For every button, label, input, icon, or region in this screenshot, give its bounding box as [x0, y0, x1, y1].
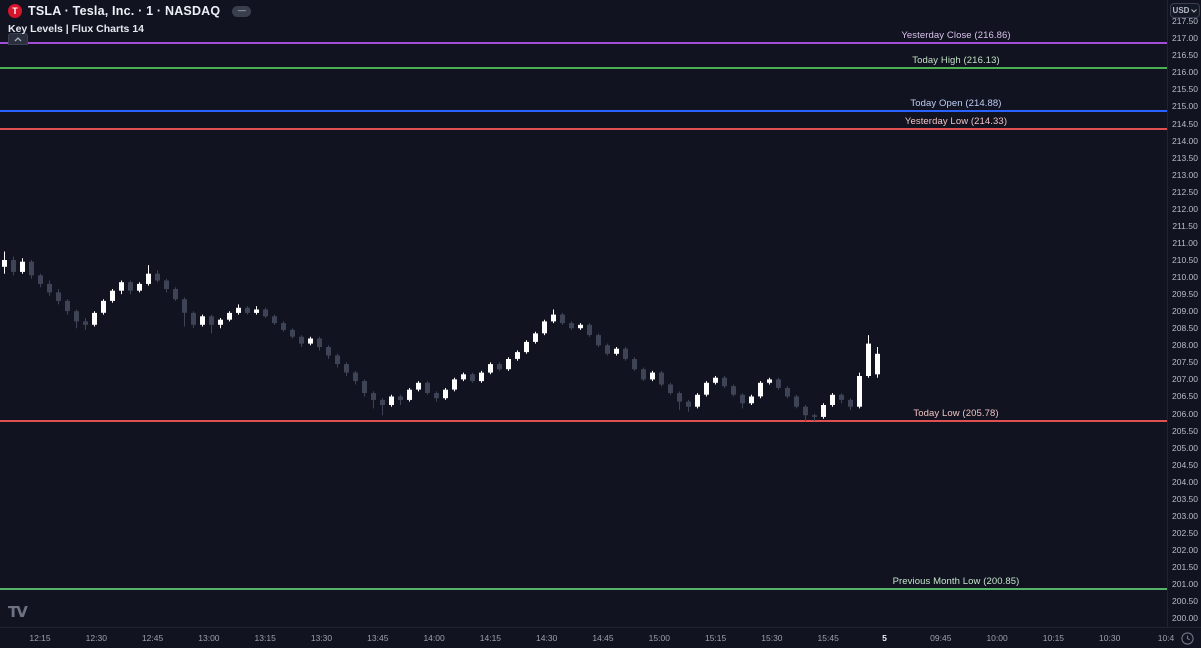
level-line-previous-month-low[interactable]: [0, 588, 1167, 591]
price-tick: 210.50: [1172, 255, 1198, 265]
price-tick: 204.00: [1172, 476, 1198, 487]
price-tick: 207.50: [1172, 357, 1198, 368]
price-tick: 203.00: [1172, 510, 1198, 521]
price-tick: 208.00: [1172, 340, 1198, 351]
time-tick: 14:15: [479, 633, 502, 643]
price-tick: 212.00: [1172, 203, 1198, 214]
session-clock-button[interactable]: [1180, 631, 1195, 646]
price-tick: 211.00: [1172, 237, 1198, 248]
price-tick: 201.50: [1172, 562, 1198, 573]
price-tick: 209.00: [1172, 306, 1198, 317]
price-tick: 206.50: [1172, 391, 1198, 402]
level-label-yesterday-low: Yesterday Low (214.33): [904, 116, 1008, 128]
clock-icon: [1181, 632, 1194, 645]
price-tick: 205.00: [1172, 442, 1198, 453]
price-tick: 202.00: [1172, 545, 1198, 556]
time-tick: 10:15: [1042, 633, 1065, 643]
price-axis[interactable]: 217.50 217.00 216.50 216.00 215.50 215.00 214.…: [1167, 0, 1201, 627]
level-line-yesterday-close[interactable]: [0, 42, 1167, 44]
level-label-today-open: Today Open (214.88): [910, 97, 1002, 109]
time-tick: 14:45: [592, 633, 614, 643]
chevron-down-icon: [1191, 8, 1198, 13]
price-tick: 217.00: [1172, 33, 1198, 44]
level-label-yesterday-close: Yesterday Close (216.86): [901, 30, 1011, 41]
price-tick: 213.00: [1172, 169, 1198, 180]
price-chart-pane[interactable]: Yesterday Close (216.86) Today High (216.…: [0, 0, 1167, 627]
time-tick: 13:15: [254, 633, 276, 643]
price-tick: 207.00: [1172, 374, 1198, 385]
level-label-previous-month-low: Previous Month Low (200.85): [892, 576, 1020, 588]
price-tick: 214.00: [1172, 135, 1198, 146]
time-tick: 14:00: [423, 633, 445, 643]
price-tick: 204.50: [1172, 459, 1198, 470]
time-tick: 13:30: [310, 633, 333, 643]
price-tick: 210.00: [1172, 272, 1198, 283]
symbol-title[interactable]: TSLA · Tesla, Inc. · 1 · NASDAQ: [28, 4, 221, 18]
time-tick: 14:30: [536, 633, 558, 643]
currency-dropdown[interactable]: USD: [1170, 3, 1200, 18]
time-tick: 15:30: [761, 633, 783, 643]
price-tick: 214.50: [1172, 118, 1198, 129]
price-tick: 212.50: [1172, 186, 1198, 197]
price-tick: 203.50: [1172, 493, 1198, 504]
price-tick: 215.50: [1172, 84, 1198, 95]
price-tick: 206.00: [1172, 408, 1198, 419]
legend-collapse-button[interactable]: —: [232, 5, 252, 17]
time-tick: 13:00: [198, 633, 220, 643]
time-tick: 12:30: [85, 633, 107, 643]
price-tick: 200.50: [1172, 596, 1198, 607]
chevron-up-icon: [14, 36, 22, 41]
price-tick: 200.00: [1172, 613, 1198, 624]
price-tick: 216.50: [1172, 50, 1198, 61]
candlestick-series: [2, 251, 880, 421]
price-tick: 202.50: [1172, 527, 1198, 538]
level-line-today-high[interactable]: [0, 66, 1167, 69]
currency-label: USD: [1172, 6, 1190, 15]
time-tick: 15:00: [648, 633, 670, 643]
time-tick: 13:45: [367, 633, 389, 643]
indicator-title[interactable]: Key Levels | Flux Charts 14: [8, 23, 144, 35]
price-tick: 211.50: [1172, 220, 1198, 231]
price-tick: 205.50: [1172, 425, 1198, 436]
level-line-today-open[interactable]: [0, 109, 1167, 112]
tesla-logo-icon: T: [8, 4, 22, 18]
time-tick: 12:45: [141, 633, 164, 643]
time-axis[interactable]: 12:15 12:30 12:45 13:00 13:15 13:30 13:45 14:00…: [0, 627, 1201, 648]
tradingview-logo[interactable]: TV: [8, 603, 28, 621]
time-tick: 10:00: [986, 633, 1008, 643]
time-tick: 15:15: [704, 633, 727, 643]
level-line-today-low[interactable]: [0, 420, 1167, 423]
time-tick: 15:45: [817, 633, 839, 643]
level-label-today-high: Today High (216.13): [912, 54, 1000, 66]
chart-legend: T TSLA · Tesla, Inc. · 1 · NASDAQ — Key …: [8, 4, 252, 35]
level-lines-collapse-button[interactable]: [8, 33, 28, 45]
time-tick: 10:30: [1099, 633, 1121, 643]
price-tick: 208.50: [1172, 323, 1198, 334]
time-tick: 10:4: [1157, 633, 1175, 643]
price-tick: 216.00: [1172, 67, 1198, 78]
price-tick: 209.50: [1172, 289, 1198, 300]
price-tick: 215.00: [1172, 101, 1198, 112]
price-tick: 213.50: [1172, 152, 1198, 163]
day-separator-tick: 5: [882, 633, 887, 643]
time-tick: 12:15: [29, 633, 51, 643]
time-tick: 09:45: [930, 633, 952, 643]
level-label-today-low: Today Low (205.78): [913, 408, 999, 420]
price-tick: 217.50: [1172, 16, 1198, 27]
price-tick: 201.00: [1172, 579, 1198, 590]
level-line-yesterday-low[interactable]: [0, 128, 1167, 131]
